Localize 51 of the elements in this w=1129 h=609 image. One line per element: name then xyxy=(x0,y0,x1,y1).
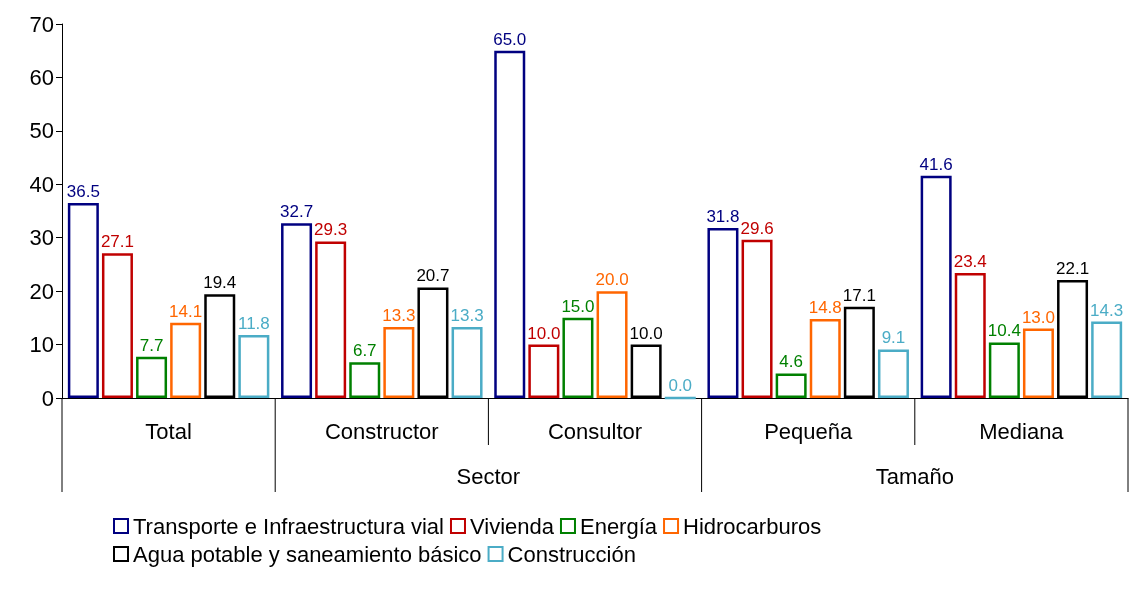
data-label: 14.3 xyxy=(1090,300,1124,320)
y-tick-label: 50 xyxy=(29,118,54,144)
y-tick-label: 60 xyxy=(29,64,54,90)
legend-label: Construcción xyxy=(507,541,636,567)
y-tick-label: 10 xyxy=(29,332,54,358)
data-label: 41.6 xyxy=(919,154,953,174)
data-label: 0.0 xyxy=(668,375,693,395)
x-tick-label: Consultor xyxy=(547,418,643,444)
data-label: 14.1 xyxy=(169,301,203,321)
y-tick-label: 40 xyxy=(29,171,54,197)
x-tick-label: Mediana xyxy=(979,418,1065,444)
data-label: 9.1 xyxy=(881,328,906,348)
data-label: 23.4 xyxy=(953,251,987,271)
data-label: 15.0 xyxy=(561,296,595,316)
data-label: 27.1 xyxy=(100,232,134,252)
data-label: 13.3 xyxy=(450,305,484,325)
data-label: 13.0 xyxy=(1021,307,1055,327)
y-tick-label: 70 xyxy=(29,11,54,37)
text: Sector xyxy=(456,463,521,489)
data-label: 6.7 xyxy=(352,341,377,361)
data-label: 4.6 xyxy=(779,352,803,372)
y-tick-label: 0 xyxy=(41,385,54,411)
data-label: 7.7 xyxy=(139,335,164,355)
data-label: 13.3 xyxy=(382,305,416,325)
data-label: 10.4 xyxy=(987,321,1021,341)
legend-label: Energía xyxy=(579,513,658,539)
data-label: 20.7 xyxy=(416,266,450,286)
legend-label: Agua potable y saneamiento básico xyxy=(133,541,482,567)
legend-label: Hidrocarburos xyxy=(683,513,822,539)
data-label: 11.8 xyxy=(237,313,270,333)
data-label: 22.1 xyxy=(1056,258,1090,278)
data-label: 10.0 xyxy=(527,323,561,343)
x-tick-label: Constructor xyxy=(324,418,439,444)
text: Tamaño xyxy=(875,463,954,489)
data-label: 31.8 xyxy=(706,207,740,227)
data-label: 29.3 xyxy=(314,220,348,240)
x-tick-label: Total xyxy=(145,418,192,444)
data-label: 32.7 xyxy=(280,202,314,222)
data-label: 29.6 xyxy=(740,218,774,238)
data-label: 20.0 xyxy=(595,270,629,290)
data-label: 17.1 xyxy=(842,285,876,305)
data-label: 19.4 xyxy=(203,273,237,293)
data-label: 65.0 xyxy=(493,29,527,49)
data-label: 36.5 xyxy=(66,181,100,201)
y-tick-label: 30 xyxy=(29,225,54,251)
x-tick-label: Pequeña xyxy=(764,418,853,444)
y-tick-label: 20 xyxy=(29,278,54,304)
legend-label: Vivienda xyxy=(469,513,555,539)
legend-label: Transporte e Infraestructura vial xyxy=(133,513,444,539)
data-label: 14.8 xyxy=(808,297,842,317)
data-label: 10.0 xyxy=(629,323,663,343)
